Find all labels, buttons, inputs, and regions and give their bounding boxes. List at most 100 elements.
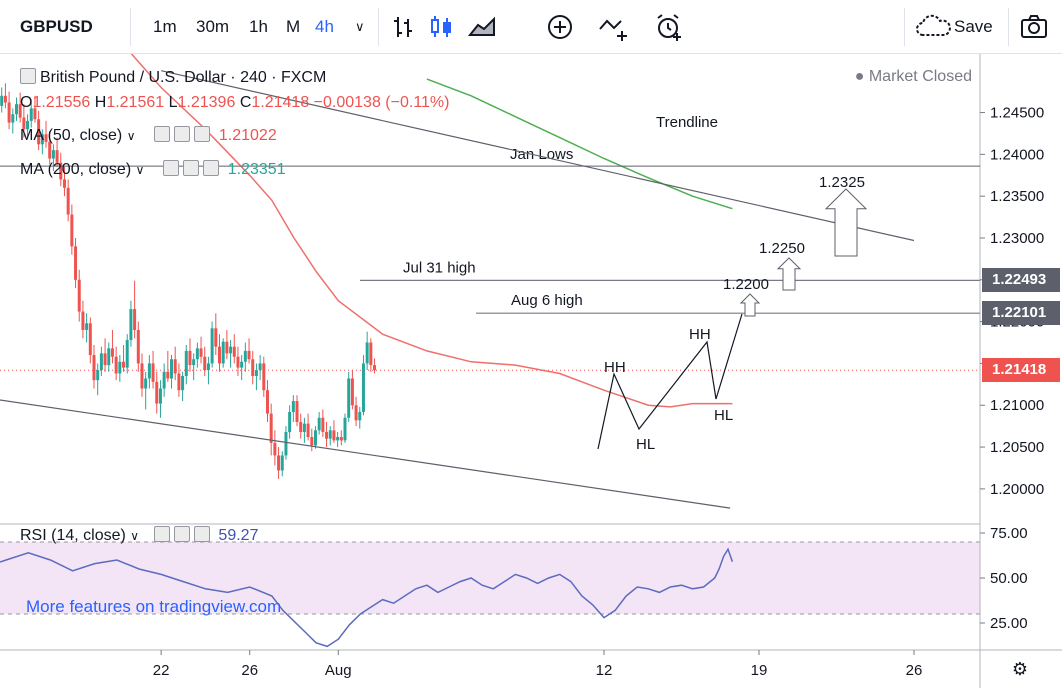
candle-body	[347, 378, 351, 418]
ohlc-row: O1.21556 H1.21561 L1.21396 C1.21418 −0.0…	[20, 94, 449, 112]
low-label: L	[168, 94, 178, 111]
price-chart[interactable]: Jan Lows Trendline Jul 31 high Aug 6 high 1.…	[0, 54, 1062, 688]
bar-chart-icon[interactable]	[388, 11, 420, 43]
eye-icon[interactable]	[154, 126, 171, 142]
candle-body	[66, 187, 70, 215]
close-icon[interactable]	[203, 160, 220, 176]
candle-body	[7, 102, 11, 123]
add-indicator-icon[interactable]	[544, 11, 576, 43]
candle-body	[295, 401, 299, 422]
chevron-down-icon[interactable]: ∨	[126, 129, 136, 143]
candle-body	[284, 432, 288, 456]
series-title: British Pound / U.S. Dollar · 240 · FXCM	[40, 69, 327, 86]
target-label-1-2250: 1.2250	[759, 240, 805, 257]
candle-body	[336, 437, 340, 441]
symbol-flag-icon	[20, 68, 36, 84]
interval-4h-button[interactable]: 4h	[315, 17, 334, 36]
save-button[interactable]: Save	[954, 17, 993, 36]
candle-body	[114, 356, 118, 374]
candle-body	[269, 413, 273, 443]
top-toolbar: GBPUSD 1m 30m 1h M 4h ∨ Save	[0, 0, 1062, 54]
swing-label-hh-1: HH	[604, 359, 626, 376]
area-chart-icon[interactable]	[466, 11, 498, 43]
candle-body	[44, 134, 48, 142]
ma50-value: 1.21022	[218, 127, 277, 144]
compare-icon[interactable]	[597, 11, 629, 43]
gear-icon[interactable]	[173, 526, 190, 542]
rsi-line	[0, 547, 734, 648]
cloud-save-icon[interactable]	[914, 11, 954, 43]
candle-body	[358, 411, 362, 421]
eye-icon[interactable]	[163, 160, 180, 176]
time-tick-label: 22	[153, 662, 170, 679]
watermark-link[interactable]: More features on tradingview.com	[26, 597, 282, 616]
close-value: 1.21418	[251, 94, 310, 111]
candle-body	[206, 363, 210, 371]
candle-body	[96, 370, 100, 381]
close-icon[interactable]	[194, 126, 211, 142]
candle-body	[48, 141, 52, 159]
interval-30m-button[interactable]: 30m	[196, 17, 230, 36]
candle-body	[192, 359, 196, 366]
chevron-down-icon[interactable]: ∨	[355, 19, 365, 34]
gear-icon[interactable]	[174, 126, 191, 142]
candle-body	[321, 417, 325, 433]
rsi-value: 59.27	[218, 527, 259, 544]
candle-body	[125, 340, 129, 368]
target-arrow-1-2250	[776, 257, 802, 291]
candle-body	[273, 442, 277, 456]
ma200-line	[426, 78, 733, 210]
candle-body	[0, 95, 4, 106]
chevron-down-icon[interactable]: ∨	[130, 529, 140, 543]
eye-icon[interactable]	[153, 526, 170, 542]
ma200-legend[interactable]: MA (200, close) ∨ 1.23351	[20, 160, 286, 179]
candle-body	[155, 381, 159, 404]
toolbar-divider	[904, 8, 905, 46]
candle-body	[199, 348, 203, 357]
camera-icon[interactable]	[1018, 11, 1050, 43]
candle-body	[173, 359, 177, 374]
candle-body	[188, 350, 192, 366]
price-tick-label: 1.23000	[990, 230, 1044, 247]
symbol-search-button[interactable]: GBPUSD	[20, 17, 93, 36]
price-tick-label: 1.24500	[990, 105, 1044, 122]
ma50-label: MA (50, close)	[20, 127, 123, 144]
candle-body	[147, 363, 151, 379]
interval-m-button[interactable]: M	[286, 17, 301, 36]
candle-body	[122, 361, 126, 368]
target-label-1-2200: 1.2200	[723, 276, 769, 293]
rsi-legend[interactable]: RSI (14, close) ∨ 59.27	[20, 526, 258, 545]
candle-body	[107, 348, 111, 366]
candle-body	[92, 355, 96, 381]
rsi-tick-label: 75.00	[990, 525, 1028, 542]
candle-body	[328, 430, 332, 439]
trendline-label: Trendline	[656, 114, 718, 131]
candle-body	[232, 346, 236, 357]
candle-body	[339, 437, 343, 441]
price-tick-label: 1.23500	[990, 188, 1044, 205]
candle-body	[210, 328, 214, 364]
candle-body	[258, 363, 262, 371]
alert-icon[interactable]	[652, 11, 684, 43]
candle-body	[18, 104, 22, 118]
legend-title: British Pound / U.S. Dollar · 240 · FXCM	[20, 68, 326, 87]
gear-icon[interactable]	[183, 160, 200, 176]
candle-body	[299, 421, 303, 433]
candle-body	[317, 417, 321, 431]
interval-1h-button[interactable]: 1h	[249, 17, 268, 36]
candle-body	[3, 95, 7, 103]
chevron-down-icon[interactable]: ∨	[135, 163, 145, 177]
upper-trendline	[161, 70, 915, 242]
candle-body	[158, 388, 162, 404]
market-status: ● Market Closed	[854, 68, 972, 85]
ma50-legend[interactable]: MA (50, close) ∨ 1.21022	[20, 126, 277, 145]
candles-icon[interactable]	[425, 11, 457, 43]
open-label: O	[20, 94, 33, 111]
close-icon[interactable]	[193, 526, 210, 542]
swing-label-hh-2: HH	[689, 326, 711, 343]
candle-body	[40, 134, 44, 145]
candle-body	[62, 179, 66, 188]
candle-body	[70, 214, 74, 247]
swing-zigzag	[597, 313, 743, 450]
interval-1m-button[interactable]: 1m	[153, 17, 177, 36]
